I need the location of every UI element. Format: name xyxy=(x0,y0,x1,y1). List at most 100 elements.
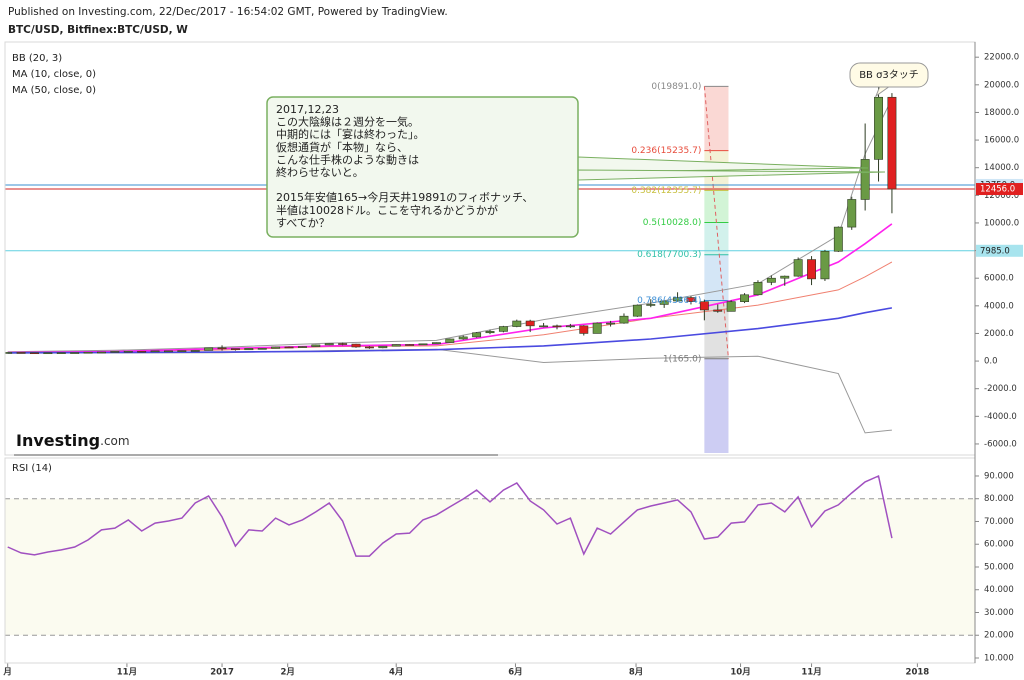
candle-body xyxy=(699,301,709,311)
y-tick-label: -6000.0 xyxy=(984,439,1017,449)
candle-body xyxy=(860,159,870,200)
x-tick-label: 6月 xyxy=(508,668,522,678)
candle-body xyxy=(592,322,602,334)
candle-body xyxy=(552,325,562,328)
candle-body xyxy=(525,320,535,327)
candle-body xyxy=(30,352,39,355)
logo: Investing.com xyxy=(16,431,130,450)
candle-body xyxy=(43,352,53,355)
candle-body xyxy=(485,331,495,334)
fib-label: 1(165.0) xyxy=(663,354,702,364)
y-tick-label: 22000.0 xyxy=(984,53,1019,63)
symbol-title: BTC/USD, Bitfinex:BTC/USD, W xyxy=(8,24,188,36)
fib-label: 0.618(7700.3) xyxy=(637,250,701,260)
candle-body xyxy=(539,325,549,328)
rsi-label: RSI (14) xyxy=(12,463,52,474)
x-tick-label: 10月 xyxy=(730,668,750,678)
fib-label: 0.236(15235.7) xyxy=(631,146,701,156)
fib-label: 0.382(12355.7) xyxy=(631,186,701,196)
y-tick-label: 2000.0 xyxy=(984,329,1014,339)
candle-body xyxy=(847,199,857,228)
y-tick-label: 40.000 xyxy=(984,585,1014,595)
legend-ma50: MA (50, close, 0) xyxy=(12,85,96,96)
candle-body xyxy=(458,336,468,340)
plot-layer: 22000.0 20000.0 18000.0 16000.0 14000.0 12000… xyxy=(2,53,1023,678)
legend-bb: BB (20, 3) xyxy=(12,53,62,64)
candle-body xyxy=(833,226,843,252)
y-tick-label: 10000.0 xyxy=(984,218,1019,228)
candle-body xyxy=(874,96,883,160)
note-line: この大陰線は２週分を一気。 xyxy=(276,115,419,129)
x-tick-label: 2018 xyxy=(906,668,930,678)
candle-body xyxy=(431,342,441,345)
fib-label: 0(19891.0) xyxy=(651,82,701,92)
candle-body xyxy=(163,350,173,353)
x-tick-label: 2017 xyxy=(210,668,234,678)
candle-body xyxy=(579,325,589,334)
candle-body xyxy=(217,347,227,350)
candle-body xyxy=(190,350,200,352)
candle-body xyxy=(418,343,428,346)
candle-body xyxy=(632,304,642,317)
candle-body xyxy=(97,351,106,354)
candle-body xyxy=(324,343,334,346)
price-tag-label: 7985.0 xyxy=(980,246,1010,256)
bubble-text: BB σ3タッチ xyxy=(859,69,919,81)
candle-body xyxy=(659,300,669,305)
candle-body xyxy=(619,315,629,324)
fib-band xyxy=(704,358,729,453)
candle-body xyxy=(780,275,790,279)
x-tick-label: 11月 xyxy=(801,668,821,678)
candle-body xyxy=(150,350,160,353)
bubble xyxy=(849,62,929,88)
candle-body xyxy=(5,352,13,354)
candle-body xyxy=(766,277,776,283)
candle-body xyxy=(244,348,254,351)
candle-body xyxy=(338,343,348,345)
candle-body xyxy=(726,301,736,312)
candle-body xyxy=(887,96,897,190)
fib-label: 0.5(10028.0) xyxy=(643,218,702,228)
y-tick-label: -4000.0 xyxy=(984,412,1017,422)
note-line: 2015年安値165→今月天井19891のフィボナッチ、 xyxy=(276,190,533,204)
y-tick-label: 80.000 xyxy=(984,494,1014,504)
price-tag-label: 12456.0 xyxy=(980,185,1015,195)
logo-suffix: .com xyxy=(100,434,129,448)
candle-body xyxy=(646,304,656,306)
price-tag xyxy=(976,244,1023,257)
y-tick-label: 4000.0 xyxy=(984,301,1014,311)
y-tick-label: 70.000 xyxy=(984,517,1014,527)
candle-body xyxy=(230,348,240,351)
candle-body xyxy=(753,282,763,296)
y-tick-label: 90.000 xyxy=(984,471,1014,481)
y-tick-label: -2000.0 xyxy=(984,384,1017,394)
candle-body xyxy=(204,347,214,351)
price-tag xyxy=(976,183,1023,196)
candle-body xyxy=(498,326,508,332)
y-tick-label: 12000.0 xyxy=(984,191,1019,201)
y-tick-label: 10.000 xyxy=(984,653,1014,663)
candle-body xyxy=(257,348,267,350)
candle-body xyxy=(391,344,401,347)
y-tick-label: 14000.0 xyxy=(984,163,1019,173)
candle-body xyxy=(807,259,817,280)
rsi-line xyxy=(7,474,893,557)
rsi-band xyxy=(5,498,975,636)
indicator-line xyxy=(7,98,893,353)
candle-body xyxy=(284,346,294,349)
y-tick-label: 30.000 xyxy=(984,608,1014,618)
x-tick-label: 2月 xyxy=(280,668,294,678)
candle-body xyxy=(445,338,455,343)
y-tick-label: 50.000 xyxy=(984,562,1014,572)
candle-body xyxy=(565,325,575,328)
legend-ma10: MA (10, close, 0) xyxy=(12,69,96,80)
note-box xyxy=(266,96,579,238)
y-tick-label: 20.000 xyxy=(984,631,1014,641)
y-tick-label: 18000.0 xyxy=(984,108,1019,118)
candle-body xyxy=(405,344,415,346)
x-tick-label: 8月 xyxy=(629,668,643,678)
candle-body xyxy=(606,322,616,325)
candle-body xyxy=(123,350,133,353)
candle-body xyxy=(70,352,80,354)
